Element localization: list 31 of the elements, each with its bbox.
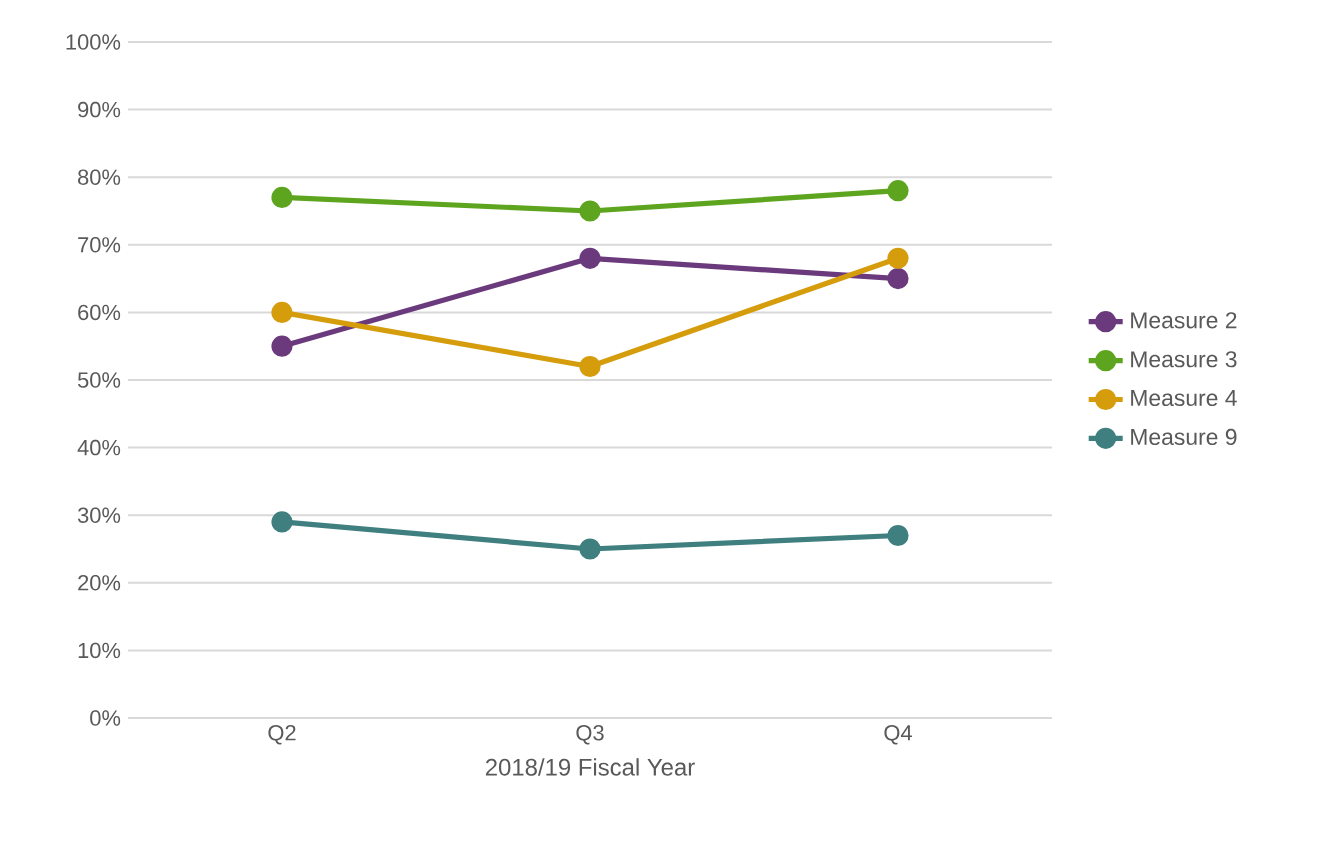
point	[579, 355, 601, 378]
y-tick-label: 0%	[90, 710, 121, 726]
x-tick-label: Q2	[268, 725, 296, 745]
legend-label: Measure 3	[1131, 351, 1237, 368]
y-tick-label: 90%	[78, 101, 121, 118]
point	[579, 247, 601, 269]
point	[579, 200, 601, 222]
y-tick-label: 50%	[77, 372, 121, 388]
y-tick-label: 100%	[66, 34, 121, 50]
point	[271, 301, 293, 323]
point	[887, 247, 909, 269]
point	[887, 267, 909, 290]
legend-label: Measure 2	[1131, 312, 1237, 329]
point	[271, 511, 293, 533]
y-tick-label: 60%	[78, 304, 121, 321]
point	[887, 180, 909, 202]
y-tick-label: 70%	[78, 237, 121, 253]
legend-label: Measure 4	[1131, 390, 1237, 407]
x-tick-label: Q4	[884, 725, 912, 745]
y-tick-label: 80%	[78, 169, 121, 185]
y-tick-label: 20%	[78, 575, 121, 591]
legend-label: Measure 9	[1131, 428, 1237, 446]
point	[887, 524, 909, 547]
y-tick-label: 30%	[77, 507, 121, 523]
x-tick-label: Q3	[576, 725, 604, 745]
point	[271, 335, 293, 357]
x-axis-title: 2018/19 Fiscal Year	[485, 758, 695, 776]
y-tick-label: 10%	[78, 642, 121, 659]
y-tick-label: 40%	[77, 439, 121, 456]
point	[579, 538, 601, 560]
point	[271, 186, 293, 209]
